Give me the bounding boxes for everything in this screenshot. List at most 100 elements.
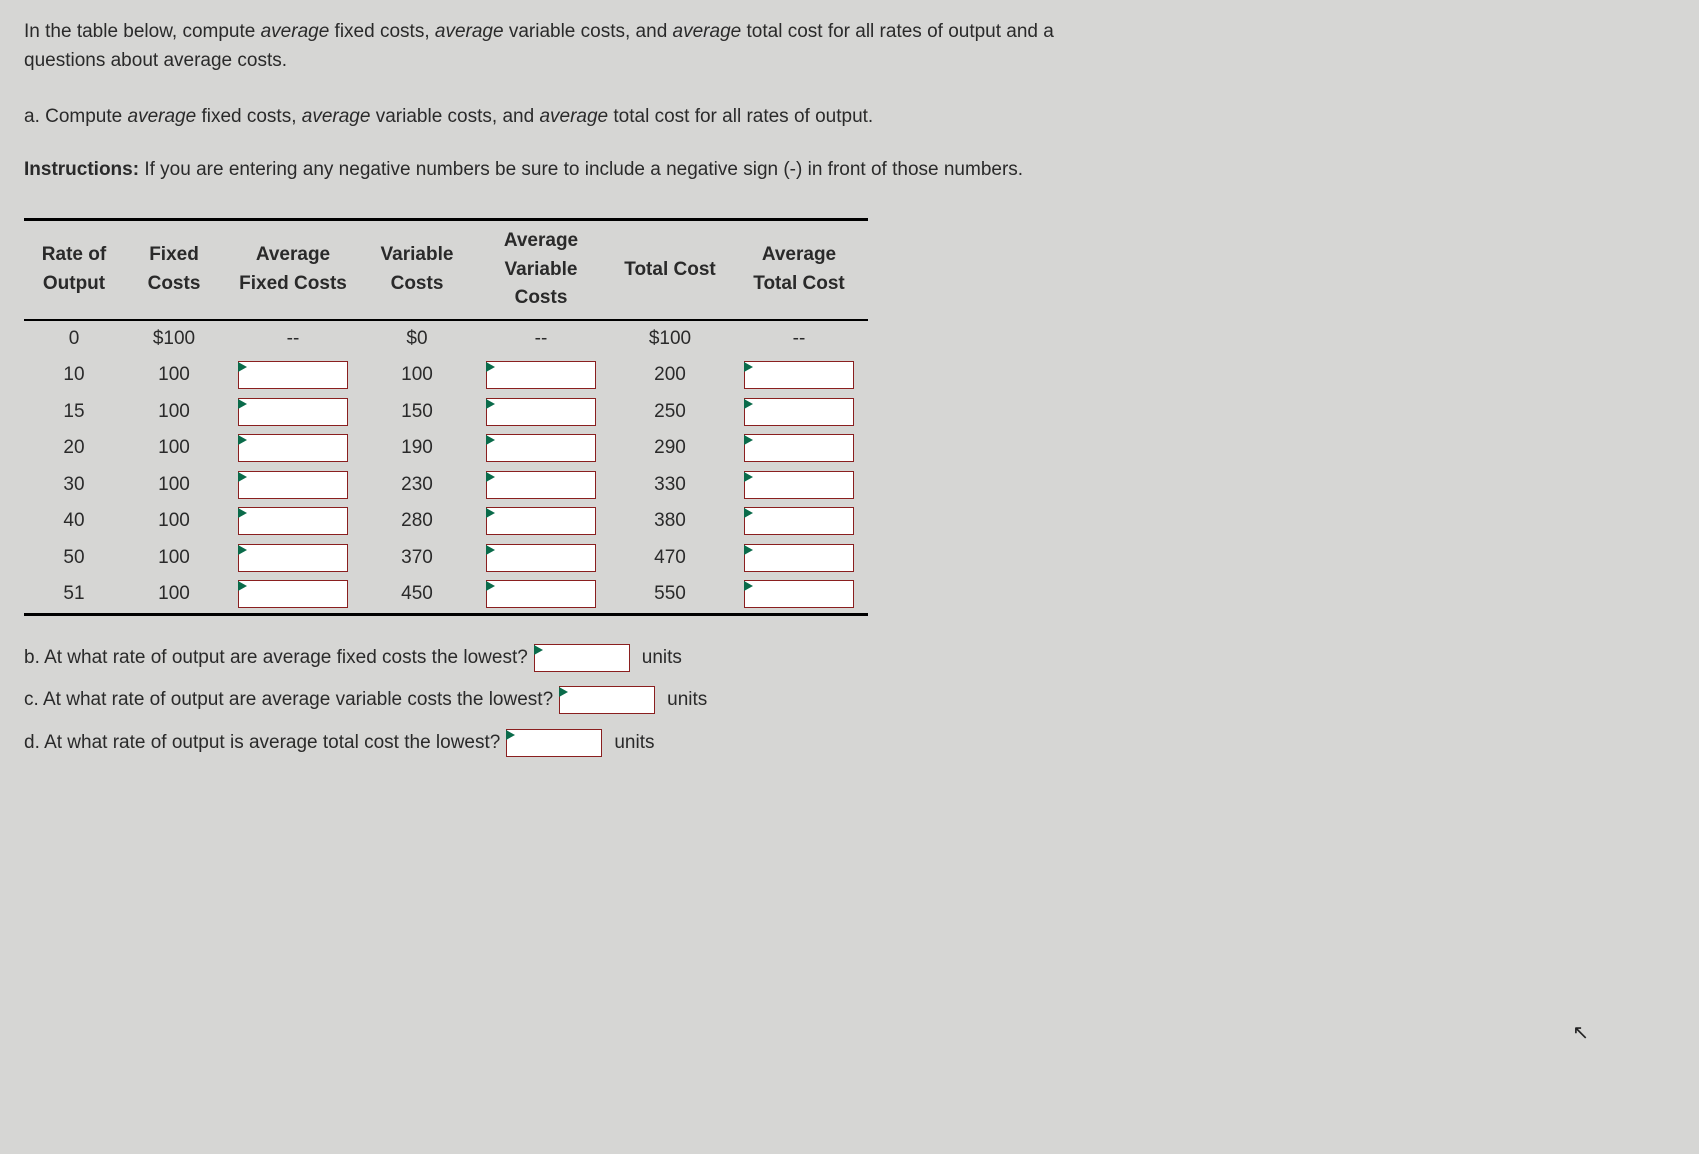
cell	[730, 540, 868, 577]
cost-table: Rate of Output Fixed Costs Average Fixed…	[24, 218, 868, 616]
cell	[730, 467, 868, 504]
afc-input[interactable]	[238, 471, 348, 499]
answer-c-input[interactable]	[559, 686, 655, 714]
cell	[224, 430, 362, 467]
cell: 0	[24, 320, 124, 358]
cell	[472, 503, 610, 540]
cell	[472, 467, 610, 504]
afc-input[interactable]	[238, 507, 348, 535]
units-label: units	[614, 729, 654, 758]
avc-input[interactable]	[486, 434, 596, 462]
cell	[224, 394, 362, 431]
avc-input[interactable]	[486, 544, 596, 572]
question-c: c. At what rate of output are average va…	[24, 686, 1675, 715]
table-row: 50100 370 470	[24, 540, 868, 577]
atc-input[interactable]	[744, 507, 854, 535]
table-row: 51100 450 550	[24, 576, 868, 614]
cell	[472, 394, 610, 431]
cell	[224, 467, 362, 504]
cell	[472, 576, 610, 614]
cell: 100	[362, 357, 472, 394]
col-variable: Variable Costs	[362, 220, 472, 320]
table-row: 10100100200	[24, 357, 868, 394]
cell: 280	[362, 503, 472, 540]
cell: --	[472, 320, 610, 358]
cell	[224, 576, 362, 614]
cell: 51	[24, 576, 124, 614]
atc-input[interactable]	[744, 398, 854, 426]
cell: $100	[124, 320, 224, 358]
cell: 290	[610, 430, 730, 467]
afc-input[interactable]	[238, 544, 348, 572]
col-atc: Average Total Cost	[730, 220, 868, 320]
cell: --	[224, 320, 362, 358]
avc-input[interactable]	[486, 580, 596, 608]
cell: --	[730, 320, 868, 358]
cell: 30	[24, 467, 124, 504]
avc-input[interactable]	[486, 507, 596, 535]
cell: 370	[362, 540, 472, 577]
col-afc: Average Fixed Costs	[224, 220, 362, 320]
afc-input[interactable]	[238, 434, 348, 462]
atc-input[interactable]	[744, 544, 854, 572]
answer-b-input[interactable]	[534, 644, 630, 672]
cell: 450	[362, 576, 472, 614]
cell: 200	[610, 357, 730, 394]
intro-text: In the table below, compute average fixe…	[24, 18, 1675, 75]
cell: 100	[124, 540, 224, 577]
col-total: Total Cost	[610, 220, 730, 320]
atc-input[interactable]	[744, 361, 854, 389]
avc-input[interactable]	[486, 361, 596, 389]
cell: 100	[124, 576, 224, 614]
cell: $0	[362, 320, 472, 358]
cell	[472, 430, 610, 467]
table-row: 20100190290	[24, 430, 868, 467]
units-label: units	[667, 686, 707, 715]
cell	[730, 576, 868, 614]
table-row: 0$100--$0--$100--	[24, 320, 868, 358]
avc-input[interactable]	[486, 471, 596, 499]
cell: 40	[24, 503, 124, 540]
cell: 20	[24, 430, 124, 467]
part-a-text: a. Compute average fixed costs, average …	[24, 103, 1675, 132]
cell: 330	[610, 467, 730, 504]
atc-input[interactable]	[744, 471, 854, 499]
cell	[730, 503, 868, 540]
table-row: 15100150250	[24, 394, 868, 431]
instructions-text: Instructions: If you are entering any ne…	[24, 156, 1675, 185]
cell	[472, 540, 610, 577]
cell: 100	[124, 357, 224, 394]
atc-input[interactable]	[744, 580, 854, 608]
question-b: b. At what rate of output are average fi…	[24, 644, 1675, 673]
col-rate: Rate of Output	[24, 220, 124, 320]
cell	[730, 357, 868, 394]
cell	[224, 503, 362, 540]
cell: 470	[610, 540, 730, 577]
cell: $100	[610, 320, 730, 358]
avc-input[interactable]	[486, 398, 596, 426]
cell: 50	[24, 540, 124, 577]
cell: 150	[362, 394, 472, 431]
afc-input[interactable]	[238, 361, 348, 389]
cursor-icon: ↖	[1572, 1018, 1589, 1048]
table-row: 30100230330	[24, 467, 868, 504]
col-avc: Average Variable Costs	[472, 220, 610, 320]
atc-input[interactable]	[744, 434, 854, 462]
afc-input[interactable]	[238, 580, 348, 608]
cell	[472, 357, 610, 394]
cell: 15	[24, 394, 124, 431]
answer-d-input[interactable]	[506, 729, 602, 757]
cell: 250	[610, 394, 730, 431]
col-fixed: Fixed Costs	[124, 220, 224, 320]
cell	[730, 430, 868, 467]
units-label: units	[642, 644, 682, 673]
cell	[224, 357, 362, 394]
cell: 550	[610, 576, 730, 614]
cell: 10	[24, 357, 124, 394]
question-d: d. At what rate of output is average tot…	[24, 729, 1675, 758]
cell	[224, 540, 362, 577]
cell: 380	[610, 503, 730, 540]
table-row: 40100280380	[24, 503, 868, 540]
cell: 230	[362, 467, 472, 504]
afc-input[interactable]	[238, 398, 348, 426]
